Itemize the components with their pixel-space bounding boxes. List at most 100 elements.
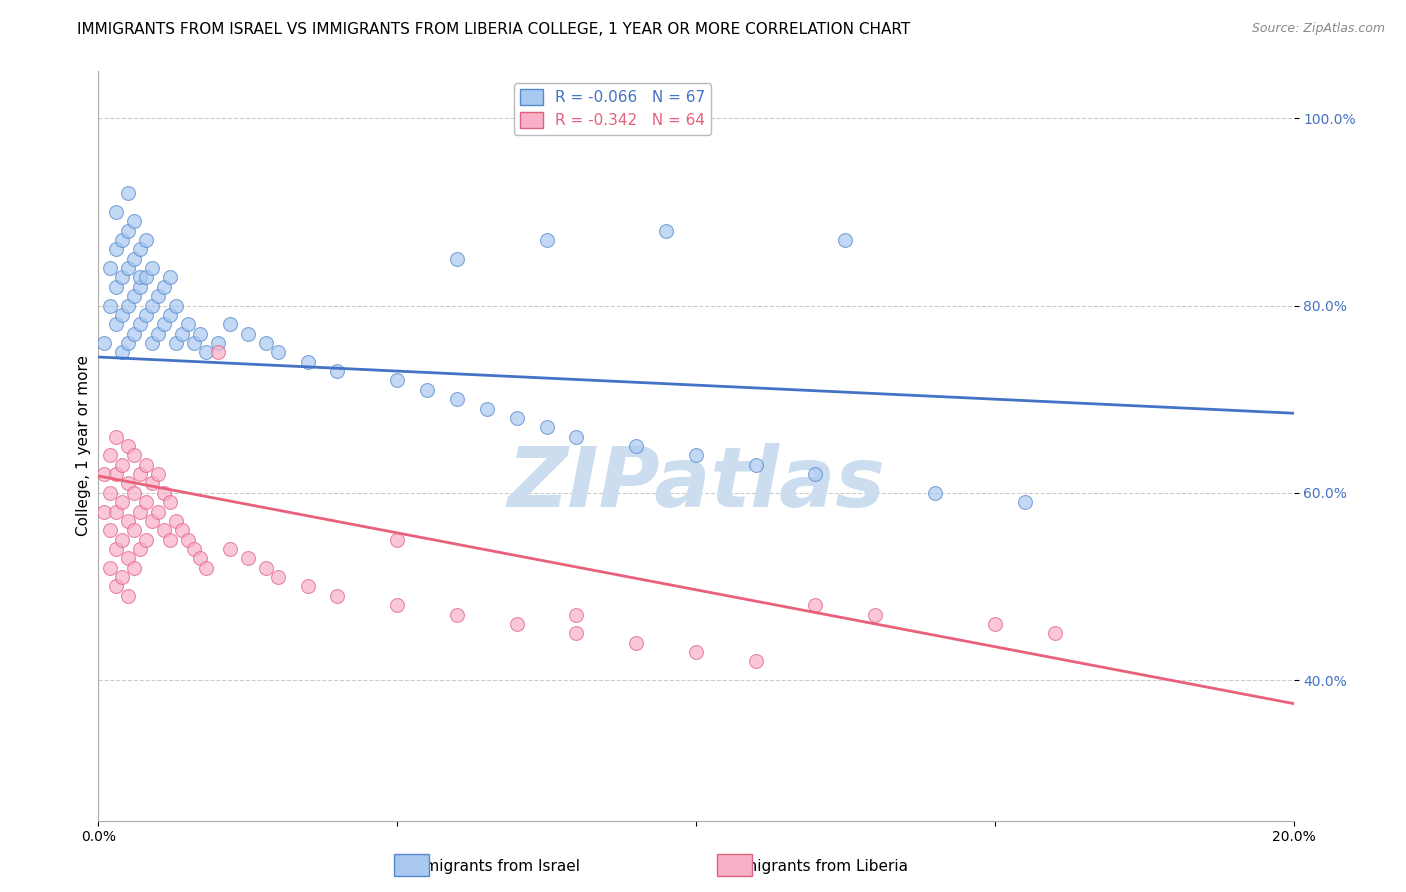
Point (93, 336, 115, 351)
Point (141, 476, 163, 491)
Point (98, 261, 122, 276)
Point (93, 505, 115, 519)
Point (1014, 495, 1036, 509)
Point (165, 514, 187, 528)
Point (254, 561, 277, 575)
Point (984, 617, 1007, 632)
Point (105, 467, 128, 482)
Point (804, 467, 827, 482)
Point (207, 345, 229, 359)
Point (219, 541, 242, 557)
Point (183, 541, 205, 557)
Point (129, 270, 152, 285)
Point (153, 486, 176, 500)
Point (475, 401, 498, 416)
Point (129, 317, 152, 331)
Point (195, 561, 218, 575)
Legend: R = -0.066   N = 67, R = -0.342   N = 64: R = -0.066 N = 67, R = -0.342 N = 64 (513, 83, 711, 135)
Point (105, 505, 128, 519)
Point (117, 476, 139, 491)
Point (506, 617, 529, 632)
Point (626, 635, 648, 649)
Point (385, 599, 409, 613)
Point (129, 280, 152, 294)
Point (685, 645, 707, 659)
Point (111, 270, 134, 285)
Point (172, 326, 194, 341)
Point (124, 486, 146, 500)
Point (111, 233, 134, 247)
Point (124, 252, 146, 266)
Point (124, 326, 146, 341)
Point (135, 308, 157, 322)
Point (124, 523, 146, 537)
Point (117, 261, 139, 276)
Point (165, 298, 187, 313)
Point (804, 599, 827, 613)
Point (326, 364, 349, 378)
Point (141, 514, 163, 528)
Point (153, 317, 176, 331)
Point (924, 486, 946, 500)
Point (98, 449, 122, 463)
Point (141, 298, 163, 313)
Point (267, 345, 290, 359)
Point (135, 495, 157, 509)
Point (153, 280, 176, 294)
Point (219, 317, 242, 331)
Point (626, 439, 648, 453)
Point (385, 533, 409, 547)
Point (236, 551, 259, 566)
Point (536, 233, 558, 247)
Point (188, 551, 211, 566)
Point (165, 336, 187, 351)
Point (159, 495, 181, 509)
Point (111, 345, 134, 359)
Point (385, 374, 409, 388)
Text: Immigrants from Liberia: Immigrants from Liberia (723, 859, 908, 874)
Point (98, 298, 122, 313)
Point (177, 533, 200, 547)
Text: IMMIGRANTS FROM ISRAEL VS IMMIGRANTS FROM LIBERIA COLLEGE, 1 YEAR OR MORE CORREL: IMMIGRANTS FROM ISRAEL VS IMMIGRANTS FRO… (77, 22, 911, 37)
Point (105, 430, 128, 444)
Text: ZIPatlas: ZIPatlas (508, 443, 884, 524)
Point (236, 326, 259, 341)
Point (111, 458, 134, 472)
Point (148, 505, 170, 519)
Point (565, 626, 588, 640)
Point (536, 420, 558, 434)
Point (148, 326, 170, 341)
Point (148, 467, 170, 482)
Point (124, 449, 146, 463)
Point (129, 541, 152, 557)
Point (297, 580, 319, 594)
Point (105, 280, 128, 294)
Point (326, 589, 349, 603)
Point (117, 186, 139, 201)
Point (172, 523, 194, 537)
Point (685, 449, 707, 463)
Point (135, 458, 157, 472)
Point (416, 383, 439, 397)
Point (117, 298, 139, 313)
Point (93, 467, 115, 482)
Point (1043, 626, 1066, 640)
Point (254, 336, 277, 351)
Point (148, 289, 170, 303)
Text: Immigrants from Israel: Immigrants from Israel (405, 859, 579, 874)
Point (159, 533, 181, 547)
Point (267, 570, 290, 584)
Point (117, 514, 139, 528)
Point (141, 336, 163, 351)
Point (98, 523, 122, 537)
Text: Source: ZipAtlas.com: Source: ZipAtlas.com (1251, 22, 1385, 36)
Point (446, 607, 468, 622)
Point (124, 561, 146, 575)
Point (188, 326, 211, 341)
Point (297, 355, 319, 369)
Point (655, 224, 678, 238)
Point (159, 270, 181, 285)
Point (117, 589, 139, 603)
Point (105, 205, 128, 219)
Point (129, 505, 152, 519)
